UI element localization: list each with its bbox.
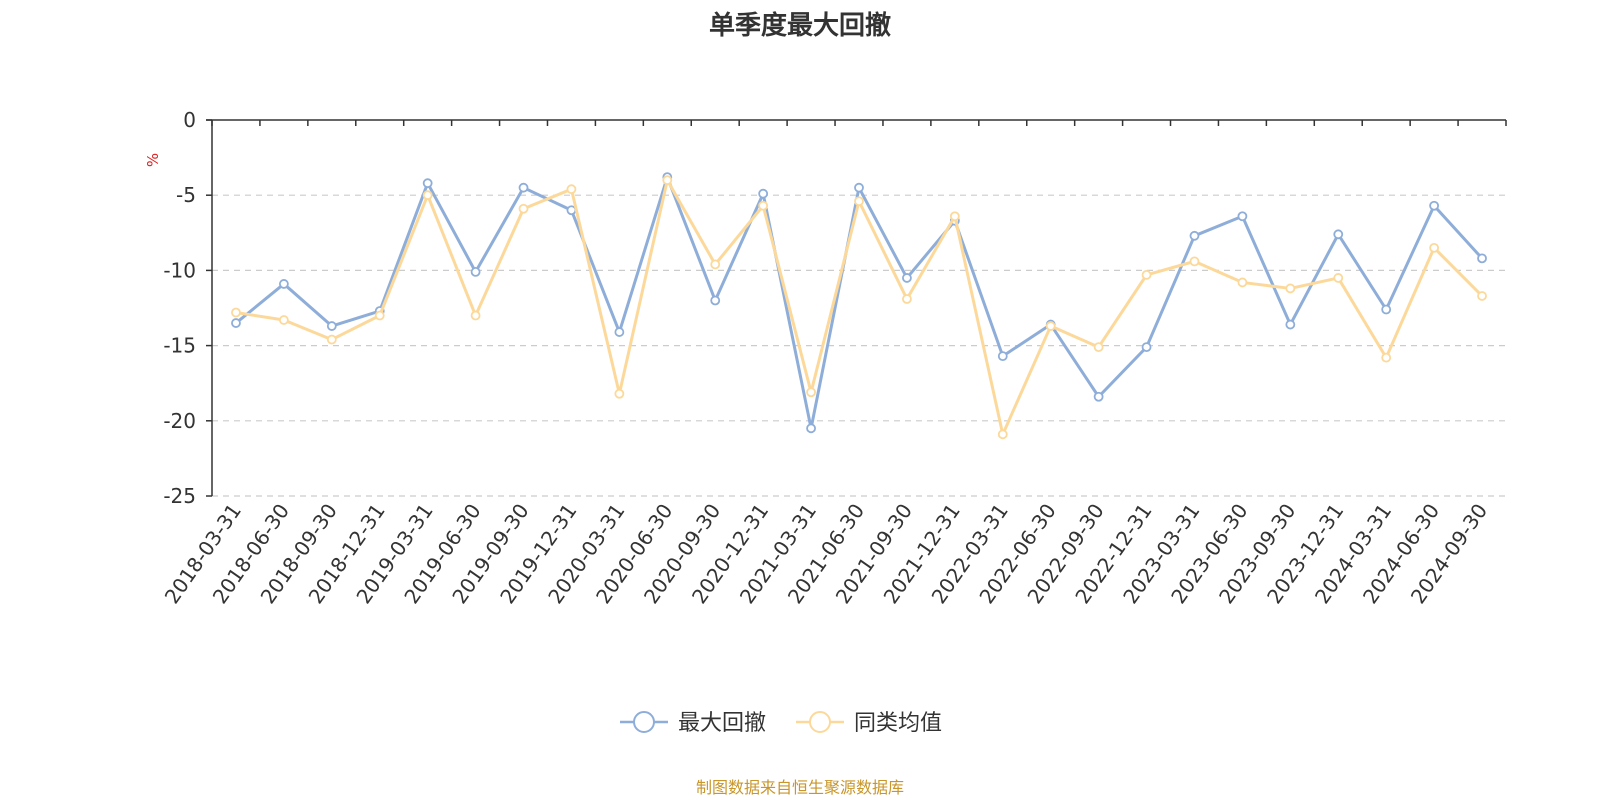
data-point [614,327,625,337]
legend-item[interactable]: 最大回撤 [620,711,766,736]
data-point [1237,277,1248,288]
y-tick-labels: 0 -5 -10 -15 -20 -25 [163,108,196,508]
data-point [758,200,769,211]
data-point [231,318,241,328]
data-point [1333,229,1344,240]
data-point [1045,321,1056,331]
data-point [854,196,864,207]
chart-title: 单季度最大回撤 [709,10,891,41]
legend[interactable]: 最大回撤 同类均值 [620,711,942,736]
series-line-1 [235,178,1484,436]
data-point [422,190,433,201]
data-point [710,259,721,270]
data-point [758,188,769,199]
y-tick-label: -20 [163,409,196,433]
data-point [949,211,960,222]
data-point [1477,291,1487,301]
data-point [1429,200,1440,211]
data-point [997,351,1008,362]
legend-marker [633,711,655,733]
data-point [1381,352,1392,363]
series-line-0 [235,175,1484,430]
data-point [1429,242,1440,253]
y-tick-label: -25 [163,484,196,508]
data-point [326,321,337,331]
data-point [1333,273,1344,283]
y-tick-label: -15 [163,334,196,358]
data-point [902,273,912,283]
data-point [662,175,673,186]
data-point [1141,270,1152,280]
legend-marker [809,711,831,733]
data-point [806,423,816,434]
data-point [1189,230,1200,241]
data-point [566,184,577,195]
legend-label: 最大回撤 [678,711,766,736]
data-point [1093,342,1104,353]
data-point [518,182,529,193]
data-point [470,310,481,321]
grid-lines [212,194,1506,497]
series-group [231,172,1487,440]
data-point [902,294,912,304]
data-point [374,310,385,321]
data-point [806,387,816,398]
data-point [1237,211,1248,222]
legend-item[interactable]: 同类均值 [796,711,942,736]
y-tick-label: 0 [183,108,196,132]
data-point [1141,342,1152,353]
y-axis-unit: % [144,153,162,167]
data-point [614,388,625,399]
data-point [1477,253,1487,264]
data-point [1285,283,1296,294]
y-tick-label: -5 [176,183,196,207]
data-point [1189,256,1200,267]
data-point [326,334,337,345]
source-note: 制图数据来自恒生聚源数据库 [696,778,904,797]
y-tick-label: -10 [163,258,196,282]
data-point [1381,304,1392,315]
legend-label: 同类均值 [854,711,942,736]
data-point [470,267,481,277]
data-point [278,315,289,325]
axes [206,119,1507,497]
data-point [710,295,721,306]
data-point [997,429,1008,440]
data-point [422,178,433,189]
data-point [518,203,529,214]
data-point [854,182,864,193]
data-point [231,307,241,318]
data-point [1093,391,1104,402]
data-point [278,279,289,289]
data-point [1285,319,1296,330]
x-tick-labels: 2018-03-312018-06-302018-09-302018-12-31… [160,499,1492,608]
